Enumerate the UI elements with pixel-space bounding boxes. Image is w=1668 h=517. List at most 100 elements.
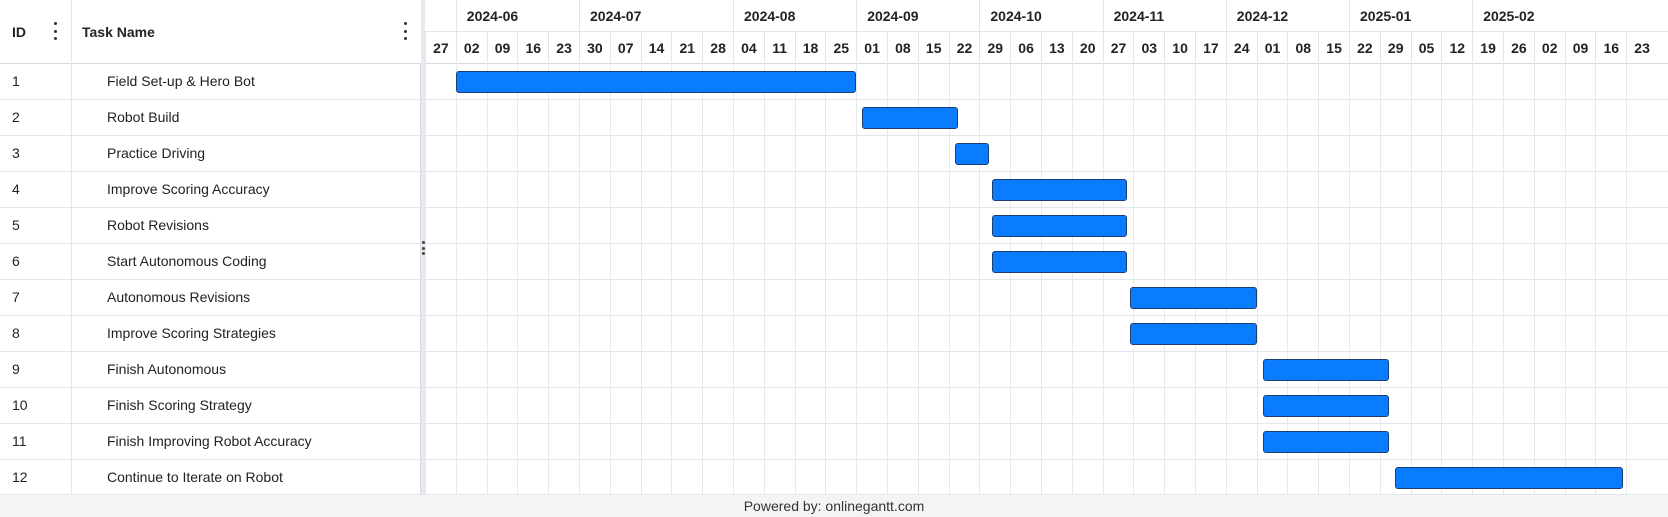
row-gridline bbox=[425, 423, 1668, 424]
task-id: 7 bbox=[0, 280, 72, 315]
week-label: 01 bbox=[856, 32, 887, 64]
task-name: Finish Improving Robot Accuracy bbox=[107, 433, 312, 449]
task-bar[interactable] bbox=[455, 71, 857, 93]
week-label: 04 bbox=[733, 32, 764, 64]
footer: Powered by: onlinegantt.com bbox=[0, 494, 1668, 517]
week-label: 27 bbox=[425, 32, 456, 64]
week-label: 22 bbox=[948, 32, 980, 64]
gantt-chart: 2024-06 2024-07 2024-08 2024-09 2024-10 2024-… bbox=[425, 0, 1668, 494]
task-name: Autonomous Revisions bbox=[107, 289, 251, 305]
week-label: 28 bbox=[702, 32, 733, 64]
row-gridline bbox=[425, 99, 1668, 100]
column-header-task-name-label: Task Name bbox=[82, 24, 155, 40]
task-bar[interactable] bbox=[1130, 323, 1257, 345]
week-label: 05 bbox=[1410, 32, 1442, 64]
task-id: 12 bbox=[0, 460, 72, 495]
month-label: 2025-01 bbox=[1349, 0, 1472, 32]
week-label: 02 bbox=[455, 32, 487, 64]
task-id: 2 bbox=[0, 100, 72, 135]
task-name: Improve Scoring Strategies bbox=[107, 325, 276, 341]
task-row[interactable]: 1 Field Set-up & Hero Bot bbox=[0, 64, 421, 100]
task-bar[interactable] bbox=[991, 251, 1128, 273]
task-name: Improve Scoring Accuracy bbox=[107, 181, 270, 197]
month-label: 2024-09 bbox=[856, 0, 979, 32]
task-id: 4 bbox=[0, 172, 72, 207]
task-row[interactable]: 9 Finish Autonomous bbox=[0, 352, 421, 388]
row-gridline bbox=[425, 171, 1668, 172]
week-label: 16 bbox=[1595, 32, 1626, 64]
task-bar[interactable] bbox=[1395, 467, 1624, 489]
task-bar[interactable] bbox=[954, 143, 989, 165]
column-id-menu-icon[interactable] bbox=[50, 22, 60, 40]
task-row[interactable]: 3 Practice Driving bbox=[0, 136, 421, 172]
task-id: 8 bbox=[0, 316, 72, 351]
task-bar[interactable] bbox=[1130, 287, 1257, 309]
month-label: 2024-08 bbox=[733, 0, 856, 32]
task-name: Field Set-up & Hero Bot bbox=[107, 73, 255, 89]
week-label: 24 bbox=[1225, 32, 1257, 64]
week-label: 22 bbox=[1349, 32, 1380, 64]
month-label: 2024-10 bbox=[979, 0, 1102, 32]
task-row[interactable]: 10 Finish Scoring Strategy bbox=[0, 388, 421, 424]
task-id: 3 bbox=[0, 136, 72, 171]
task-id: 9 bbox=[0, 352, 72, 387]
week-label: 23 bbox=[548, 32, 579, 64]
task-row[interactable]: 5 Robot Revisions bbox=[0, 208, 421, 244]
week-label: 14 bbox=[640, 32, 672, 64]
week-label: 17 bbox=[1195, 32, 1226, 64]
week-label: 12 bbox=[1441, 32, 1472, 64]
week-label: 20 bbox=[1071, 32, 1103, 64]
task-id: 6 bbox=[0, 244, 72, 279]
month-label: 2024-11 bbox=[1102, 0, 1226, 32]
task-row[interactable]: 2 Robot Build bbox=[0, 100, 421, 136]
task-row[interactable]: 4 Improve Scoring Accuracy bbox=[0, 172, 421, 208]
column-task-name-menu-icon[interactable] bbox=[400, 22, 410, 40]
week-label: 27 bbox=[1102, 32, 1134, 64]
week-label: 16 bbox=[517, 32, 548, 64]
task-row[interactable]: 6 Start Autonomous Coding bbox=[0, 244, 421, 280]
task-name: Finish Scoring Strategy bbox=[107, 397, 252, 413]
week-label: 07 bbox=[609, 32, 641, 64]
month-label: 2024-12 bbox=[1225, 0, 1349, 32]
task-name: Continue to Iterate on Robot bbox=[107, 469, 283, 485]
task-bar[interactable] bbox=[862, 107, 958, 129]
week-label: 08 bbox=[887, 32, 918, 64]
month-header-row: 2024-06 2024-07 2024-08 2024-09 2024-10 2024-… bbox=[425, 0, 1668, 32]
week-label: 15 bbox=[917, 32, 949, 64]
row-gridline bbox=[425, 315, 1668, 316]
task-bar[interactable] bbox=[1262, 431, 1390, 453]
task-row[interactable]: 12 Continue to Iterate on Robot bbox=[0, 460, 421, 496]
splitter-handle-icon[interactable] bbox=[421, 241, 425, 255]
week-label: 15 bbox=[1318, 32, 1349, 64]
week-label: 18 bbox=[794, 32, 826, 64]
month-label: 2024-07 bbox=[579, 0, 733, 32]
month-label: 2025-02 bbox=[1472, 0, 1595, 32]
week-label: 29 bbox=[1379, 32, 1411, 64]
row-gridline bbox=[425, 387, 1668, 388]
task-name: Robot Build bbox=[107, 109, 180, 125]
task-bar[interactable] bbox=[1262, 359, 1390, 381]
week-label: 03 bbox=[1133, 32, 1164, 64]
week-label: 23 bbox=[1626, 32, 1657, 64]
task-bar[interactable] bbox=[1262, 395, 1390, 417]
task-row[interactable]: 7 Autonomous Revisions bbox=[0, 280, 421, 316]
task-row[interactable]: 11 Finish Improving Robot Accuracy bbox=[0, 424, 421, 460]
pane-splitter[interactable] bbox=[421, 0, 425, 494]
task-bar[interactable] bbox=[991, 215, 1128, 237]
task-name: Robot Revisions bbox=[107, 217, 209, 233]
task-name: Finish Autonomous bbox=[107, 361, 227, 377]
task-id: 5 bbox=[0, 208, 72, 243]
task-id: 1 bbox=[0, 64, 72, 99]
week-label: 19 bbox=[1472, 32, 1503, 64]
row-gridline bbox=[425, 243, 1668, 244]
week-label: 29 bbox=[979, 32, 1010, 64]
row-gridline bbox=[425, 351, 1668, 352]
grid-header: ID Task Name bbox=[0, 0, 421, 64]
task-bar[interactable] bbox=[991, 179, 1128, 201]
task-row[interactable]: 8 Improve Scoring Strategies bbox=[0, 316, 421, 352]
column-header-id-label: ID bbox=[12, 24, 26, 40]
week-label: 11 bbox=[763, 32, 795, 64]
task-grid: ID Task Name 1 Field Set-up & Hero Bot 2 Ro… bbox=[0, 0, 421, 496]
column-header-id: ID bbox=[0, 0, 72, 64]
week-label: 09 bbox=[486, 32, 518, 64]
